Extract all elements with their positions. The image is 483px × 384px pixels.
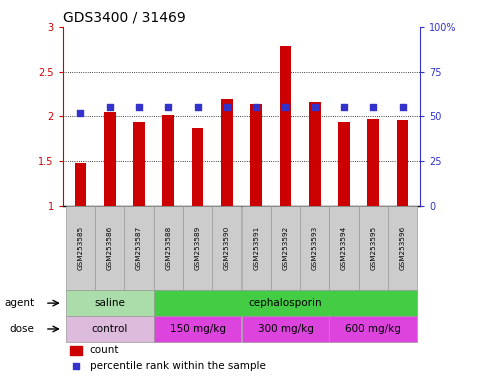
Bar <box>95 205 124 290</box>
Bar <box>271 205 300 290</box>
Bar <box>154 290 417 316</box>
Bar <box>329 316 417 342</box>
Bar <box>359 205 388 290</box>
Bar <box>280 46 291 205</box>
Text: GSM253585: GSM253585 <box>77 226 84 270</box>
Text: dose: dose <box>9 324 34 334</box>
Bar <box>338 122 350 205</box>
Bar <box>70 346 83 355</box>
Text: 600 mg/kg: 600 mg/kg <box>345 324 401 334</box>
Bar <box>124 205 154 290</box>
Bar <box>212 205 242 290</box>
Point <box>252 104 260 110</box>
Bar <box>104 112 115 205</box>
Text: GSM253591: GSM253591 <box>253 226 259 270</box>
Bar <box>66 316 154 342</box>
Text: GSM253588: GSM253588 <box>165 226 171 270</box>
Bar <box>183 205 212 290</box>
Text: GSM253587: GSM253587 <box>136 226 142 270</box>
Text: GSM253589: GSM253589 <box>195 226 200 270</box>
Point <box>106 104 114 110</box>
Point <box>311 104 319 110</box>
Text: percentile rank within the sample: percentile rank within the sample <box>90 361 266 371</box>
Text: GSM253594: GSM253594 <box>341 226 347 270</box>
Text: 150 mg/kg: 150 mg/kg <box>170 324 226 334</box>
Text: cephalosporin: cephalosporin <box>249 298 322 308</box>
Text: agent: agent <box>4 298 34 308</box>
Text: 300 mg/kg: 300 mg/kg <box>257 324 313 334</box>
Point <box>76 109 84 116</box>
Bar <box>221 99 233 205</box>
Bar <box>154 316 242 342</box>
Text: saline: saline <box>94 298 125 308</box>
Bar <box>397 120 409 205</box>
Bar <box>300 205 329 290</box>
Bar <box>242 316 329 342</box>
Point <box>72 362 80 369</box>
Point <box>282 104 289 110</box>
Bar <box>154 205 183 290</box>
Bar <box>66 205 95 290</box>
Bar <box>242 205 271 290</box>
Text: GSM253593: GSM253593 <box>312 226 318 270</box>
Point <box>194 104 201 110</box>
Bar <box>192 128 203 205</box>
Bar <box>133 122 145 205</box>
Bar <box>388 205 417 290</box>
Text: count: count <box>90 346 119 356</box>
Bar <box>368 119 379 205</box>
Text: GSM253590: GSM253590 <box>224 226 230 270</box>
Text: GSM253592: GSM253592 <box>283 226 288 270</box>
Text: GDS3400 / 31469: GDS3400 / 31469 <box>63 10 185 24</box>
Text: GSM253586: GSM253586 <box>107 226 113 270</box>
Text: GSM253595: GSM253595 <box>370 226 376 270</box>
Point <box>369 104 377 110</box>
Bar <box>162 115 174 205</box>
Bar <box>309 102 321 205</box>
Text: GSM253596: GSM253596 <box>399 226 406 270</box>
Bar <box>74 163 86 205</box>
Point <box>135 104 143 110</box>
Bar <box>66 290 154 316</box>
Point <box>164 104 172 110</box>
Point <box>223 104 231 110</box>
Text: control: control <box>91 324 128 334</box>
Bar <box>329 205 359 290</box>
Point <box>399 104 407 110</box>
Bar <box>250 104 262 205</box>
Point <box>340 104 348 110</box>
